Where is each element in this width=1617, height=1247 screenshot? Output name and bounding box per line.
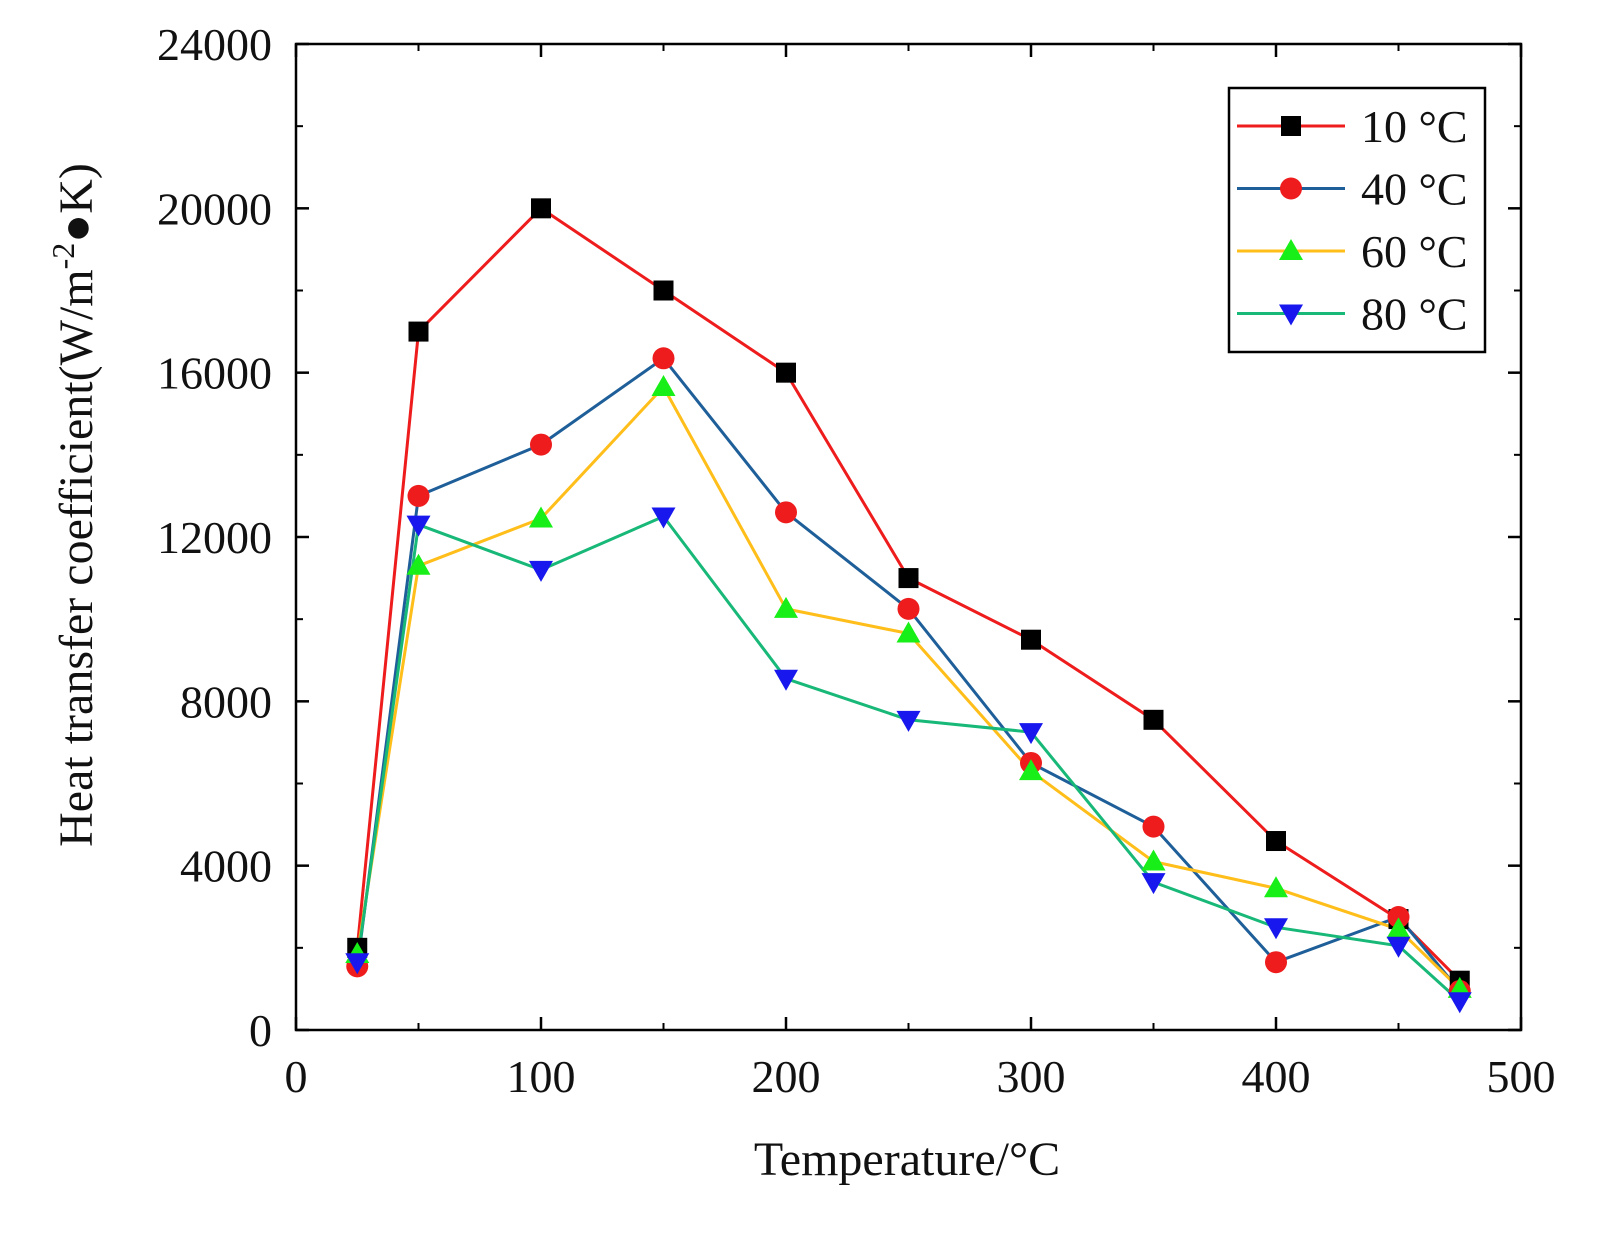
data-point-series-3 (529, 506, 553, 528)
data-point-series-3 (896, 621, 921, 643)
data-point-series-1 (531, 198, 551, 219)
x-tick-label: 100 (507, 1051, 576, 1102)
series-line-2 (355, 356, 1461, 992)
data-point-series-2 (652, 347, 675, 370)
data-point-series-3 (651, 375, 676, 397)
legend-label-3: 60 °C (1361, 226, 1468, 277)
data-point-series-1 (898, 568, 919, 589)
legend-marker-4 (1279, 304, 1303, 326)
data-point-series-1 (653, 280, 674, 301)
data-point-series-4 (1141, 873, 1166, 895)
y-tick-label: 0 (249, 1005, 272, 1056)
x-tick-label: 300 (997, 1051, 1066, 1102)
data-point-series-4 (774, 669, 798, 691)
plot-frame (294, 42, 1523, 1032)
data-point-series-4 (1019, 723, 1043, 745)
data-point-series-1 (408, 321, 429, 342)
data-point-series-4 (1386, 936, 1411, 958)
y-tick-label: 8000 (180, 676, 272, 727)
legend-marker-3 (1279, 239, 1303, 260)
data-point-series-1 (1143, 709, 1164, 730)
data-point-series-4 (651, 507, 676, 529)
data-point-series-2 (775, 501, 797, 524)
data-point-series-1 (1021, 629, 1041, 650)
y-tick-label: 16000 (157, 348, 272, 399)
series-markers (345, 198, 1472, 1014)
data-point-series-3 (1019, 759, 1043, 781)
legend-marker-1 (1281, 116, 1301, 136)
data-point-series-3 (774, 596, 798, 618)
y-axis-title: Heat transfer coefficient(W/m-2●K) (45, 163, 103, 847)
data-point-series-3 (1141, 849, 1166, 871)
y-axis-title-tail: ●K) (50, 163, 103, 243)
data-point-series-2 (1265, 951, 1287, 974)
legend-label-4: 80 °C (1361, 289, 1468, 340)
data-point-series-4 (406, 515, 431, 537)
data-point-series-4 (1264, 918, 1288, 940)
data-point-series-3 (1264, 876, 1288, 898)
data-point-series-2 (1387, 906, 1410, 929)
data-point-series-1 (1266, 831, 1286, 852)
x-tick-label: 500 (1487, 1051, 1556, 1102)
data-point-series-2 (1142, 815, 1165, 838)
y-axis-title-main: Heat transfer coefficient(W/m (50, 269, 103, 846)
legend-label-2: 40 °C (1361, 164, 1468, 215)
y-tick-label: 24000 (157, 19, 272, 70)
data-point-series-3 (1386, 917, 1411, 939)
data-point-series-2 (530, 433, 552, 456)
data-point-series-3 (406, 553, 431, 575)
tick-labels: 0 100 200 300 400 500 0 4000 8000 12000 16000 20000… (157, 19, 1556, 1102)
series-line-4 (355, 515, 1461, 1003)
legend: 10 °C 40 °C 60 °C 80 °C (1227, 86, 1487, 354)
y-tick-label: 4000 (180, 841, 272, 892)
data-point-series-4 (345, 953, 370, 975)
y-tick-label: 20000 (157, 183, 272, 234)
data-point-series-4 (896, 710, 921, 732)
x-tick-label: 400 (1242, 1051, 1311, 1102)
y-tick-label: 12000 (157, 512, 272, 563)
legend-box (1227, 86, 1487, 354)
data-point-series-4 (1447, 992, 1472, 1014)
data-point-series-1 (776, 362, 796, 383)
x-tick-label: 0 (285, 1051, 308, 1102)
x-tick-label: 200 (752, 1051, 821, 1102)
legend-marker-2 (1280, 177, 1302, 200)
data-point-series-2 (407, 484, 430, 507)
data-point-series-2 (897, 597, 920, 620)
data-point-series-4 (529, 560, 553, 582)
x-axis-title: Temperature/°C (754, 1133, 1060, 1186)
series-line-3 (355, 385, 1461, 990)
legend-label-1: 10 °C (1361, 101, 1468, 152)
y-axis-title-superscript: -2 (45, 243, 81, 270)
